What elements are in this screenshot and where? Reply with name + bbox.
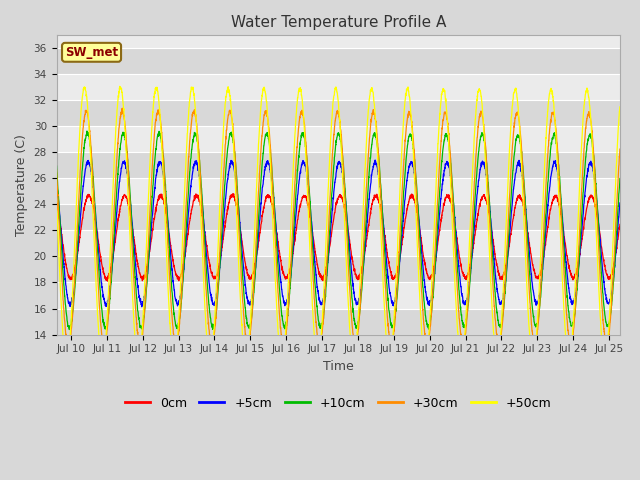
0cm (605, 274, 613, 279)
+5cm (605, 300, 613, 306)
+50cm (117, 86, 125, 92)
0cm (52, 199, 60, 204)
+5cm (117, 170, 125, 176)
+10cm (117, 138, 125, 144)
0cm (545, 218, 552, 224)
0cm (294, 217, 301, 223)
Line: +5cm: +5cm (56, 160, 620, 307)
Bar (56, 100, 620, 126)
+10cm (83, 128, 91, 134)
0cm (616, 222, 624, 228)
+5cm (138, 304, 146, 310)
+30cm (117, 112, 125, 118)
Bar (56, 256, 620, 283)
+50cm (545, 99, 552, 105)
+10cm (294, 167, 301, 172)
Legend: 0cm, +5cm, +10cm, +30cm, +50cm: 0cm, +5cm, +10cm, +30cm, +50cm (120, 392, 557, 415)
+30cm (269, 190, 276, 195)
Bar (56, 48, 620, 74)
Bar (56, 309, 620, 335)
+10cm (269, 182, 276, 188)
+50cm (294, 98, 301, 104)
+30cm (605, 327, 613, 333)
+10cm (52, 163, 60, 169)
Y-axis label: Temperature (C): Temperature (C) (15, 134, 28, 236)
+50cm (116, 84, 124, 89)
Bar (56, 179, 620, 204)
Line: +30cm: +30cm (56, 108, 620, 348)
+10cm (545, 170, 552, 176)
+50cm (170, 359, 178, 365)
Bar (56, 153, 620, 179)
Title: Water Temperature Profile A: Water Temperature Profile A (230, 15, 446, 30)
+5cm (150, 189, 158, 194)
+10cm (65, 326, 73, 332)
+5cm (616, 200, 624, 206)
+50cm (616, 104, 624, 110)
+30cm (52, 167, 60, 173)
Line: +50cm: +50cm (56, 86, 620, 362)
Line: +10cm: +10cm (56, 131, 620, 329)
Bar (56, 204, 620, 230)
+50cm (52, 194, 60, 200)
+5cm (269, 185, 276, 191)
+30cm (118, 105, 126, 111)
+10cm (616, 176, 624, 181)
0cm (230, 191, 237, 197)
+50cm (150, 90, 158, 96)
+10cm (151, 160, 159, 166)
+30cm (616, 146, 624, 152)
+30cm (545, 144, 552, 149)
+50cm (269, 220, 276, 226)
Line: 0cm: 0cm (56, 194, 620, 281)
+30cm (294, 141, 301, 146)
Bar (56, 126, 620, 153)
+5cm (371, 157, 379, 163)
X-axis label: Time: Time (323, 360, 353, 373)
+50cm (605, 318, 613, 324)
0cm (104, 278, 111, 284)
0cm (269, 206, 276, 212)
Bar (56, 230, 620, 256)
Text: SW_met: SW_met (65, 46, 118, 59)
0cm (150, 216, 158, 221)
Bar (56, 74, 620, 100)
Bar (56, 283, 620, 309)
+5cm (293, 196, 301, 202)
+10cm (605, 321, 613, 327)
+30cm (151, 129, 159, 135)
0cm (117, 203, 125, 208)
+30cm (65, 345, 72, 350)
+5cm (52, 176, 60, 182)
+5cm (545, 197, 552, 203)
